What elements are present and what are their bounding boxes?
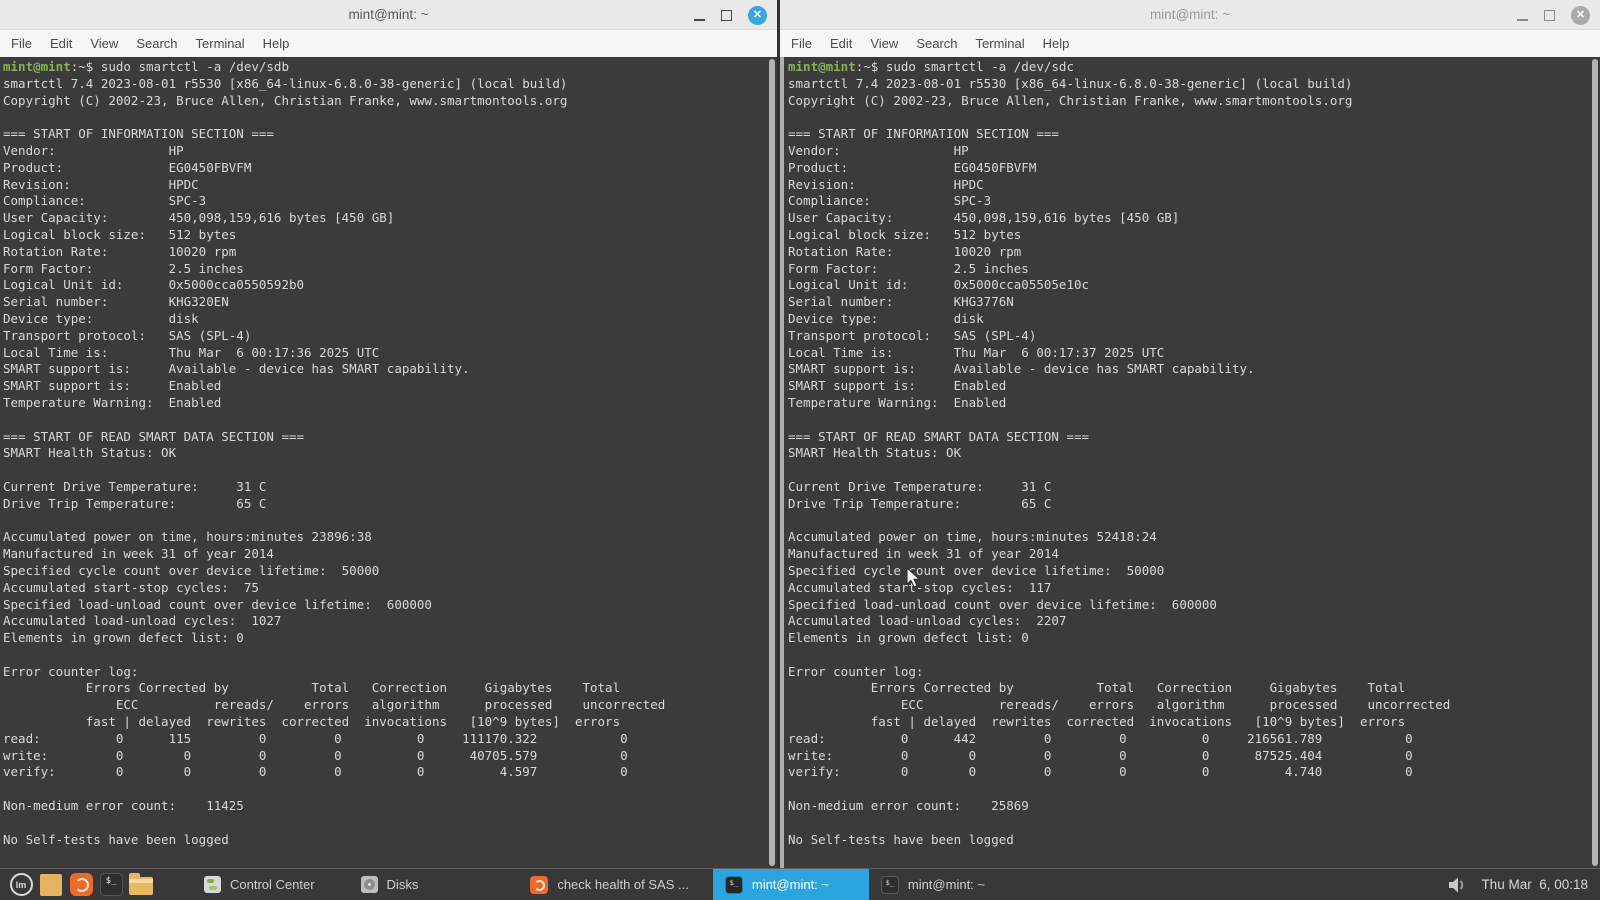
close-button[interactable]: ✕ <box>1571 5 1590 25</box>
terminal-output-area[interactable]: mint@mint:~$ sudo smartctl -a /dev/sdb s… <box>0 57 777 868</box>
firefox-icon <box>530 875 549 894</box>
terminal-body: smartctl 7.4 2023-08-01 r5530 [x86_64-li… <box>3 75 666 847</box>
terminal-launcher[interactable]: $_ <box>96 871 126 899</box>
menu-file[interactable]: File <box>11 36 32 51</box>
command-text: sudo smartctl -a /dev/sdc <box>885 59 1074 74</box>
scrollbar[interactable] <box>1592 59 1598 866</box>
firefox-icon <box>69 873 93 896</box>
show-desktop-button[interactable] <box>36 871 66 899</box>
prompt-suffix: :~$ <box>855 59 886 74</box>
window-controls: ✕ <box>694 0 767 30</box>
menu-view[interactable]: View <box>870 36 899 51</box>
window-title: mint@mint: ~ <box>348 7 429 22</box>
menu-edit[interactable]: Edit <box>49 36 73 51</box>
taskbar-window-label: mint@mint: ~ <box>907 877 985 892</box>
taskbar-window-label: Control Center <box>230 877 315 892</box>
maximize-button[interactable] <box>721 9 732 21</box>
volume-icon[interactable] <box>1448 876 1467 894</box>
taskbar-window-disks[interactable]: Disks <box>349 869 431 900</box>
taskbar-window-label: Disks <box>386 877 419 892</box>
prompt-label: mint@mint <box>3 59 71 74</box>
taskbar-window-label: mint@mint: ~ <box>751 877 829 892</box>
terminal-output-area[interactable]: mint@mint:~$ sudo smartctl -a /dev/sdc s… <box>780 57 1600 868</box>
window-controls: ✕ <box>1517 0 1590 30</box>
clock[interactable]: Thu Mar 6, 00:18 <box>1481 877 1588 892</box>
control-center-icon <box>204 876 221 893</box>
taskbar: lm $_ Control Center Disks check health … <box>0 868 1600 900</box>
terminal-icon: $_ <box>99 873 123 896</box>
terminal-text: mint@mint:~$ sudo smartctl -a /dev/sdb s… <box>0 57 777 848</box>
menu-bar: File Edit View Search Terminal Help <box>780 30 1600 57</box>
folder-icon <box>129 873 153 895</box>
firefox-launcher[interactable] <box>66 871 96 899</box>
minimize-button[interactable] <box>1517 10 1528 21</box>
menu-search[interactable]: Search <box>916 36 958 51</box>
show-desktop-icon <box>40 873 62 896</box>
terminal-window-sdb: mint@mint: ~ ✕ File Edit View Search Ter… <box>0 0 777 868</box>
menu-bar: File Edit View Search Terminal Help <box>0 30 777 57</box>
mint-logo-icon: lm <box>9 873 33 896</box>
window-left-border <box>780 57 784 868</box>
taskbar-window-label: check health of SAS ... <box>557 877 689 892</box>
terminal-body: smartctl 7.4 2023-08-01 r5530 [x86_64-li… <box>788 75 1451 847</box>
minimize-button[interactable] <box>694 10 705 21</box>
titlebar[interactable]: mint@mint: ~ ✕ <box>0 0 777 30</box>
scrollbar[interactable] <box>769 59 775 866</box>
taskbar-window-browser[interactable]: check health of SAS ... <box>518 869 701 900</box>
titlebar[interactable]: mint@mint: ~ ✕ <box>780 0 1600 30</box>
menu-terminal[interactable]: Terminal <box>195 36 245 51</box>
menu-terminal[interactable]: Terminal <box>975 36 1025 51</box>
menu-view[interactable]: View <box>90 36 119 51</box>
system-tray: Thu Mar 6, 00:18 <box>1448 876 1600 894</box>
mouse-cursor <box>906 567 921 588</box>
mint-menu-button[interactable]: lm <box>6 871 36 899</box>
menu-help[interactable]: Help <box>262 36 290 51</box>
close-button[interactable]: ✕ <box>748 5 767 25</box>
terminal-icon: $_ <box>880 875 899 894</box>
prompt-label: mint@mint <box>788 59 856 74</box>
menu-file[interactable]: File <box>791 36 812 51</box>
taskbar-window-terminal-1[interactable]: $_ mint@mint: ~ <box>712 868 869 900</box>
terminal-icon: $_ <box>724 875 743 894</box>
taskbar-window-control-center[interactable]: Control Center <box>192 869 327 900</box>
terminal-window-sdc: mint@mint: ~ ✕ File Edit View Search Ter… <box>780 0 1600 868</box>
command-text: sudo smartctl -a /dev/sdb <box>100 59 289 74</box>
files-launcher[interactable] <box>126 871 156 899</box>
menu-help[interactable]: Help <box>1042 36 1070 51</box>
disks-icon <box>360 876 378 893</box>
prompt-suffix: :~$ <box>70 59 101 74</box>
menu-search[interactable]: Search <box>136 36 178 51</box>
window-title: mint@mint: ~ <box>1149 7 1231 22</box>
terminal-text: mint@mint:~$ sudo smartctl -a /dev/sdc s… <box>780 57 1600 848</box>
taskbar-window-terminal-2[interactable]: $_ mint@mint: ~ <box>869 869 1025 900</box>
menu-edit[interactable]: Edit <box>829 36 853 51</box>
maximize-button[interactable] <box>1544 9 1555 21</box>
